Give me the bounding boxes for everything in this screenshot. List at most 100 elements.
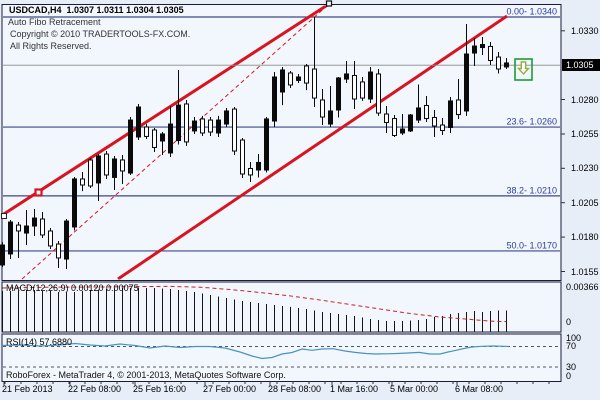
candle-body [440, 124, 445, 132]
candle-body [184, 103, 189, 143]
current-price-tag: 1.0305 [562, 59, 600, 72]
candle-body [336, 77, 341, 111]
candle-body [488, 45, 493, 61]
rsi-line [1, 342, 510, 360]
footer-brand: RoboForex - MetaTrader 4, © 2001-2013, M… [6, 370, 286, 380]
candle-body [424, 104, 429, 120]
candle-body [352, 74, 357, 100]
rsi-scale-label: 100 [566, 333, 582, 343]
candle-body [416, 107, 421, 121]
indicator-comment-line3: All Rights Reserved. [10, 41, 92, 51]
price-axis-label: 1.0330 [571, 25, 599, 36]
time-axis-label: 1 Mar 16:00 [330, 384, 379, 394]
macd-scale-label: 0 [566, 317, 572, 327]
candle-body [240, 139, 245, 175]
price-axis-label: 1.0155 [571, 266, 599, 277]
macd-signal-line [2, 285, 507, 323]
candle-body [432, 116, 437, 127]
candle-body [304, 65, 309, 84]
sell-arrow-icon [516, 61, 531, 76]
candle-body [160, 133, 165, 142]
trendline-channel-median [21, 5, 329, 280]
candle-body [216, 119, 221, 134]
candle-body [384, 113, 389, 124]
rsi-label: RSI(14) 57.6880 [6, 337, 73, 347]
candle-body [248, 167, 253, 176]
candle-body [408, 114, 413, 132]
candle-body [120, 159, 125, 172]
candle-body [0, 244, 5, 266]
candle-body [208, 119, 213, 133]
time-axis-label: 22 Feb 08:00 [68, 384, 122, 394]
candle-body [104, 153, 109, 176]
candle-body [128, 119, 133, 174]
candle-body [496, 56, 501, 70]
trend-handle-red [34, 188, 43, 197]
price-axis-label: 1.0255 [571, 129, 599, 139]
candle-body [264, 118, 269, 171]
rsi-scale-label: 30 [566, 361, 577, 372]
candle-body [272, 76, 277, 122]
fibo-label-2: 38.2- 1.0210 [506, 185, 557, 195]
candle-body [88, 159, 93, 187]
trend-handle-dark [325, 0, 333, 7]
candle-body [176, 104, 181, 142]
candle-body [456, 99, 461, 116]
candle-body [232, 108, 237, 152]
trend-handle-white [1, 213, 7, 219]
candle-body [96, 155, 101, 184]
candle-body [72, 178, 77, 228]
candle-body [136, 106, 141, 138]
candle-body [400, 128, 405, 134]
candle-body [320, 99, 325, 118]
trendline-channel-upper [3, 5, 330, 217]
candle-body [112, 158, 117, 178]
trendline-channel-lower [117, 14, 508, 280]
candle-body [280, 69, 285, 93]
candle-body [200, 118, 205, 134]
price-axis-label: 1.0180 [571, 232, 599, 243]
candle-body [504, 62, 509, 68]
fibo-label-0: 0.00- 1.0340 [506, 7, 557, 17]
time-axis-label: 5 Mar 00:00 [390, 384, 439, 394]
candle-body [64, 220, 69, 260]
candle-body [256, 161, 261, 171]
main-panel [1, 4, 562, 281]
rsi-panel [1, 333, 562, 382]
candle-body [144, 126, 149, 137]
macd-panel [1, 281, 562, 333]
macd-label: MACD(12,26,9) 0.00120 0.00075 [6, 283, 139, 293]
candle-body [344, 73, 349, 80]
candle-body [80, 178, 85, 186]
candle-body [32, 217, 37, 227]
candle-body [296, 76, 301, 81]
price-axis-label: 1.0280 [571, 94, 599, 105]
candle-body [16, 224, 21, 232]
candle-body [8, 221, 13, 255]
candle-body [288, 72, 293, 86]
candle-body [48, 230, 53, 247]
candle-body [24, 225, 29, 234]
candle-body [392, 118, 397, 136]
candle-body [480, 44, 485, 49]
price-axis-label: 1.0230 [571, 163, 599, 174]
candle-body [448, 100, 453, 128]
price-axis-label: 1.0205 [571, 197, 599, 208]
candle-body [312, 68, 317, 99]
time-axis-label: 6 Mar 08:00 [455, 384, 504, 394]
rsi-scale-label: 0 [566, 370, 572, 381]
macd-scale-label: 0.00366 [566, 281, 599, 292]
candle-body [328, 110, 333, 125]
candle-body [192, 120, 197, 132]
symbol-title: USDCAD,H4 1.0307 1.0311 1.0304 1.0305 [9, 5, 184, 15]
candle-body [152, 129, 157, 148]
time-axis-label: 21 Feb 2013 [2, 384, 53, 394]
fibo-label-1: 23.6- 1.0260 [506, 117, 557, 127]
time-axis-label: 25 Feb 16:00 [133, 384, 187, 394]
time-axis-label: 28 Feb 08:00 [268, 384, 322, 394]
candle-body [56, 243, 61, 259]
candle-body [224, 110, 229, 125]
candle-body [368, 71, 373, 100]
